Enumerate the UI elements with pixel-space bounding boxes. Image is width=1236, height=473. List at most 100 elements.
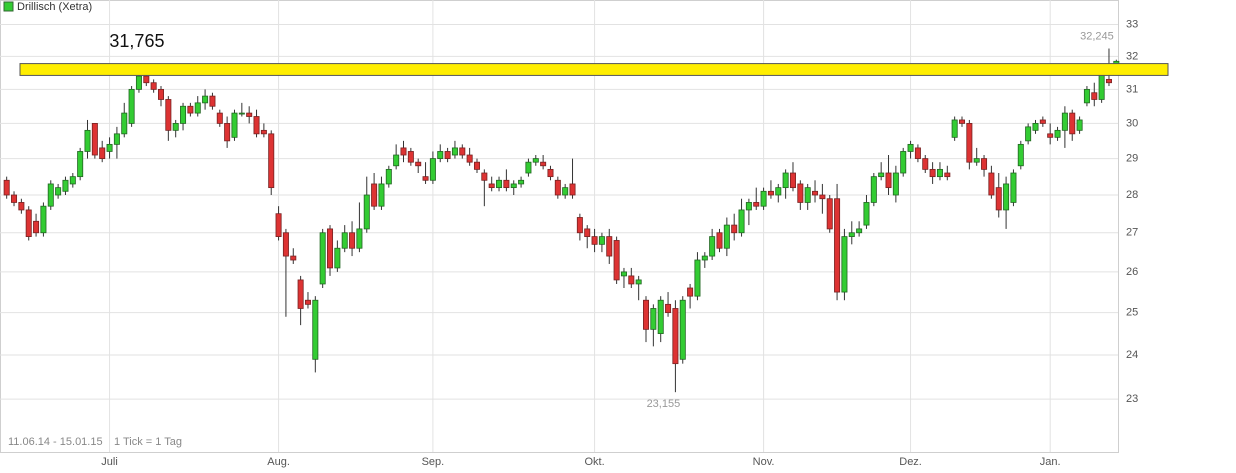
candle-body xyxy=(731,224,738,234)
tick-note: 1 Tick = 1 Tag xyxy=(114,436,182,448)
candle-body xyxy=(701,255,708,261)
candle-body xyxy=(694,259,701,297)
candle-body xyxy=(304,299,311,305)
candle-body xyxy=(547,168,554,178)
candle-body xyxy=(870,176,877,203)
candle-body xyxy=(1054,129,1061,138)
candle-body xyxy=(598,236,605,245)
candle-body xyxy=(1083,88,1090,104)
candle-body xyxy=(797,183,804,203)
candle-body xyxy=(282,232,289,257)
candle-body xyxy=(172,123,179,131)
candle-body xyxy=(275,213,282,237)
x-tick-label: Nov. xyxy=(753,456,775,468)
y-tick-label: 23 xyxy=(1126,393,1138,405)
candle-body xyxy=(620,271,627,277)
candle-body xyxy=(224,123,231,142)
candle-body xyxy=(25,209,32,237)
candle-body xyxy=(150,82,157,90)
candle-body xyxy=(848,232,855,237)
y-tick-label: 28 xyxy=(1126,189,1138,201)
y-tick-label: 26 xyxy=(1126,266,1138,278)
candle-body xyxy=(789,172,796,189)
y-tick-label: 25 xyxy=(1126,307,1138,319)
candle-body xyxy=(503,179,510,189)
candle-body xyxy=(709,236,716,257)
candle-body xyxy=(11,194,18,203)
candle-body xyxy=(143,75,150,84)
candle-body xyxy=(180,105,187,124)
candle-body xyxy=(775,187,782,196)
y-tick-label: 24 xyxy=(1126,349,1138,361)
candle-body xyxy=(407,151,414,163)
candle-body xyxy=(121,112,128,135)
candle-body xyxy=(679,299,686,360)
candle-body xyxy=(532,158,539,163)
candle-body xyxy=(591,236,598,245)
candle-body xyxy=(635,279,642,285)
candle-body xyxy=(91,123,98,156)
candle-body xyxy=(863,202,870,226)
candle-body xyxy=(488,183,495,189)
candle-body xyxy=(415,161,422,167)
candle-body xyxy=(157,88,164,100)
candle-body xyxy=(253,116,260,135)
candle-body xyxy=(268,133,275,189)
annotation-label: 31,765 xyxy=(109,31,164,51)
candle-body xyxy=(106,143,113,152)
candle-body xyxy=(606,236,613,257)
candle-body xyxy=(194,102,201,114)
candle-body xyxy=(216,112,223,124)
candle-body xyxy=(437,151,444,159)
candle-body xyxy=(466,154,473,163)
candle-body xyxy=(760,190,767,207)
annotation-label: 32,245 xyxy=(1080,30,1114,42)
candle-body xyxy=(444,151,451,159)
candle-body xyxy=(981,158,988,170)
candle-body xyxy=(995,187,1002,211)
candle-body xyxy=(628,275,635,285)
candles xyxy=(3,48,1120,393)
candle-body xyxy=(1047,133,1054,138)
candle-body xyxy=(429,158,436,181)
legend-label: Drillisch (Xetra) xyxy=(17,1,92,13)
legend-swatch xyxy=(3,1,14,12)
candle-body xyxy=(613,240,620,281)
candle-body xyxy=(959,119,966,124)
candle-body xyxy=(246,112,253,117)
candle-body xyxy=(356,228,363,249)
candle-body xyxy=(1076,119,1083,131)
candle-body xyxy=(826,198,833,230)
highlight-band xyxy=(19,63,1169,76)
candle-body xyxy=(496,179,503,189)
candle-body xyxy=(878,172,885,178)
y-tick-label: 32 xyxy=(1126,50,1138,62)
candle-body xyxy=(951,119,958,138)
candle-body xyxy=(459,147,466,156)
candle-body xyxy=(922,158,929,170)
candle-body xyxy=(738,209,745,234)
candle-body xyxy=(238,112,245,115)
y-tick-label: 27 xyxy=(1126,227,1138,239)
x-tick-label: Okt. xyxy=(584,456,604,468)
candle-body xyxy=(341,232,348,249)
y-tick-label: 33 xyxy=(1126,18,1138,30)
candle-body xyxy=(378,183,385,207)
candle-body xyxy=(1069,112,1076,135)
candle-body xyxy=(569,183,576,196)
candle-body xyxy=(209,95,216,107)
candle-body xyxy=(349,232,356,249)
candle-body xyxy=(290,255,297,261)
candle-body xyxy=(518,179,525,185)
candle-body xyxy=(231,112,238,138)
candle-body xyxy=(510,183,517,189)
x-tick-label: Aug. xyxy=(267,456,290,468)
candle-body xyxy=(481,172,488,181)
candle-body xyxy=(18,202,25,211)
candle-body xyxy=(900,151,907,174)
candle-body xyxy=(55,187,62,196)
annotation-label: 23,155 xyxy=(647,398,681,410)
candle-body xyxy=(745,202,752,211)
